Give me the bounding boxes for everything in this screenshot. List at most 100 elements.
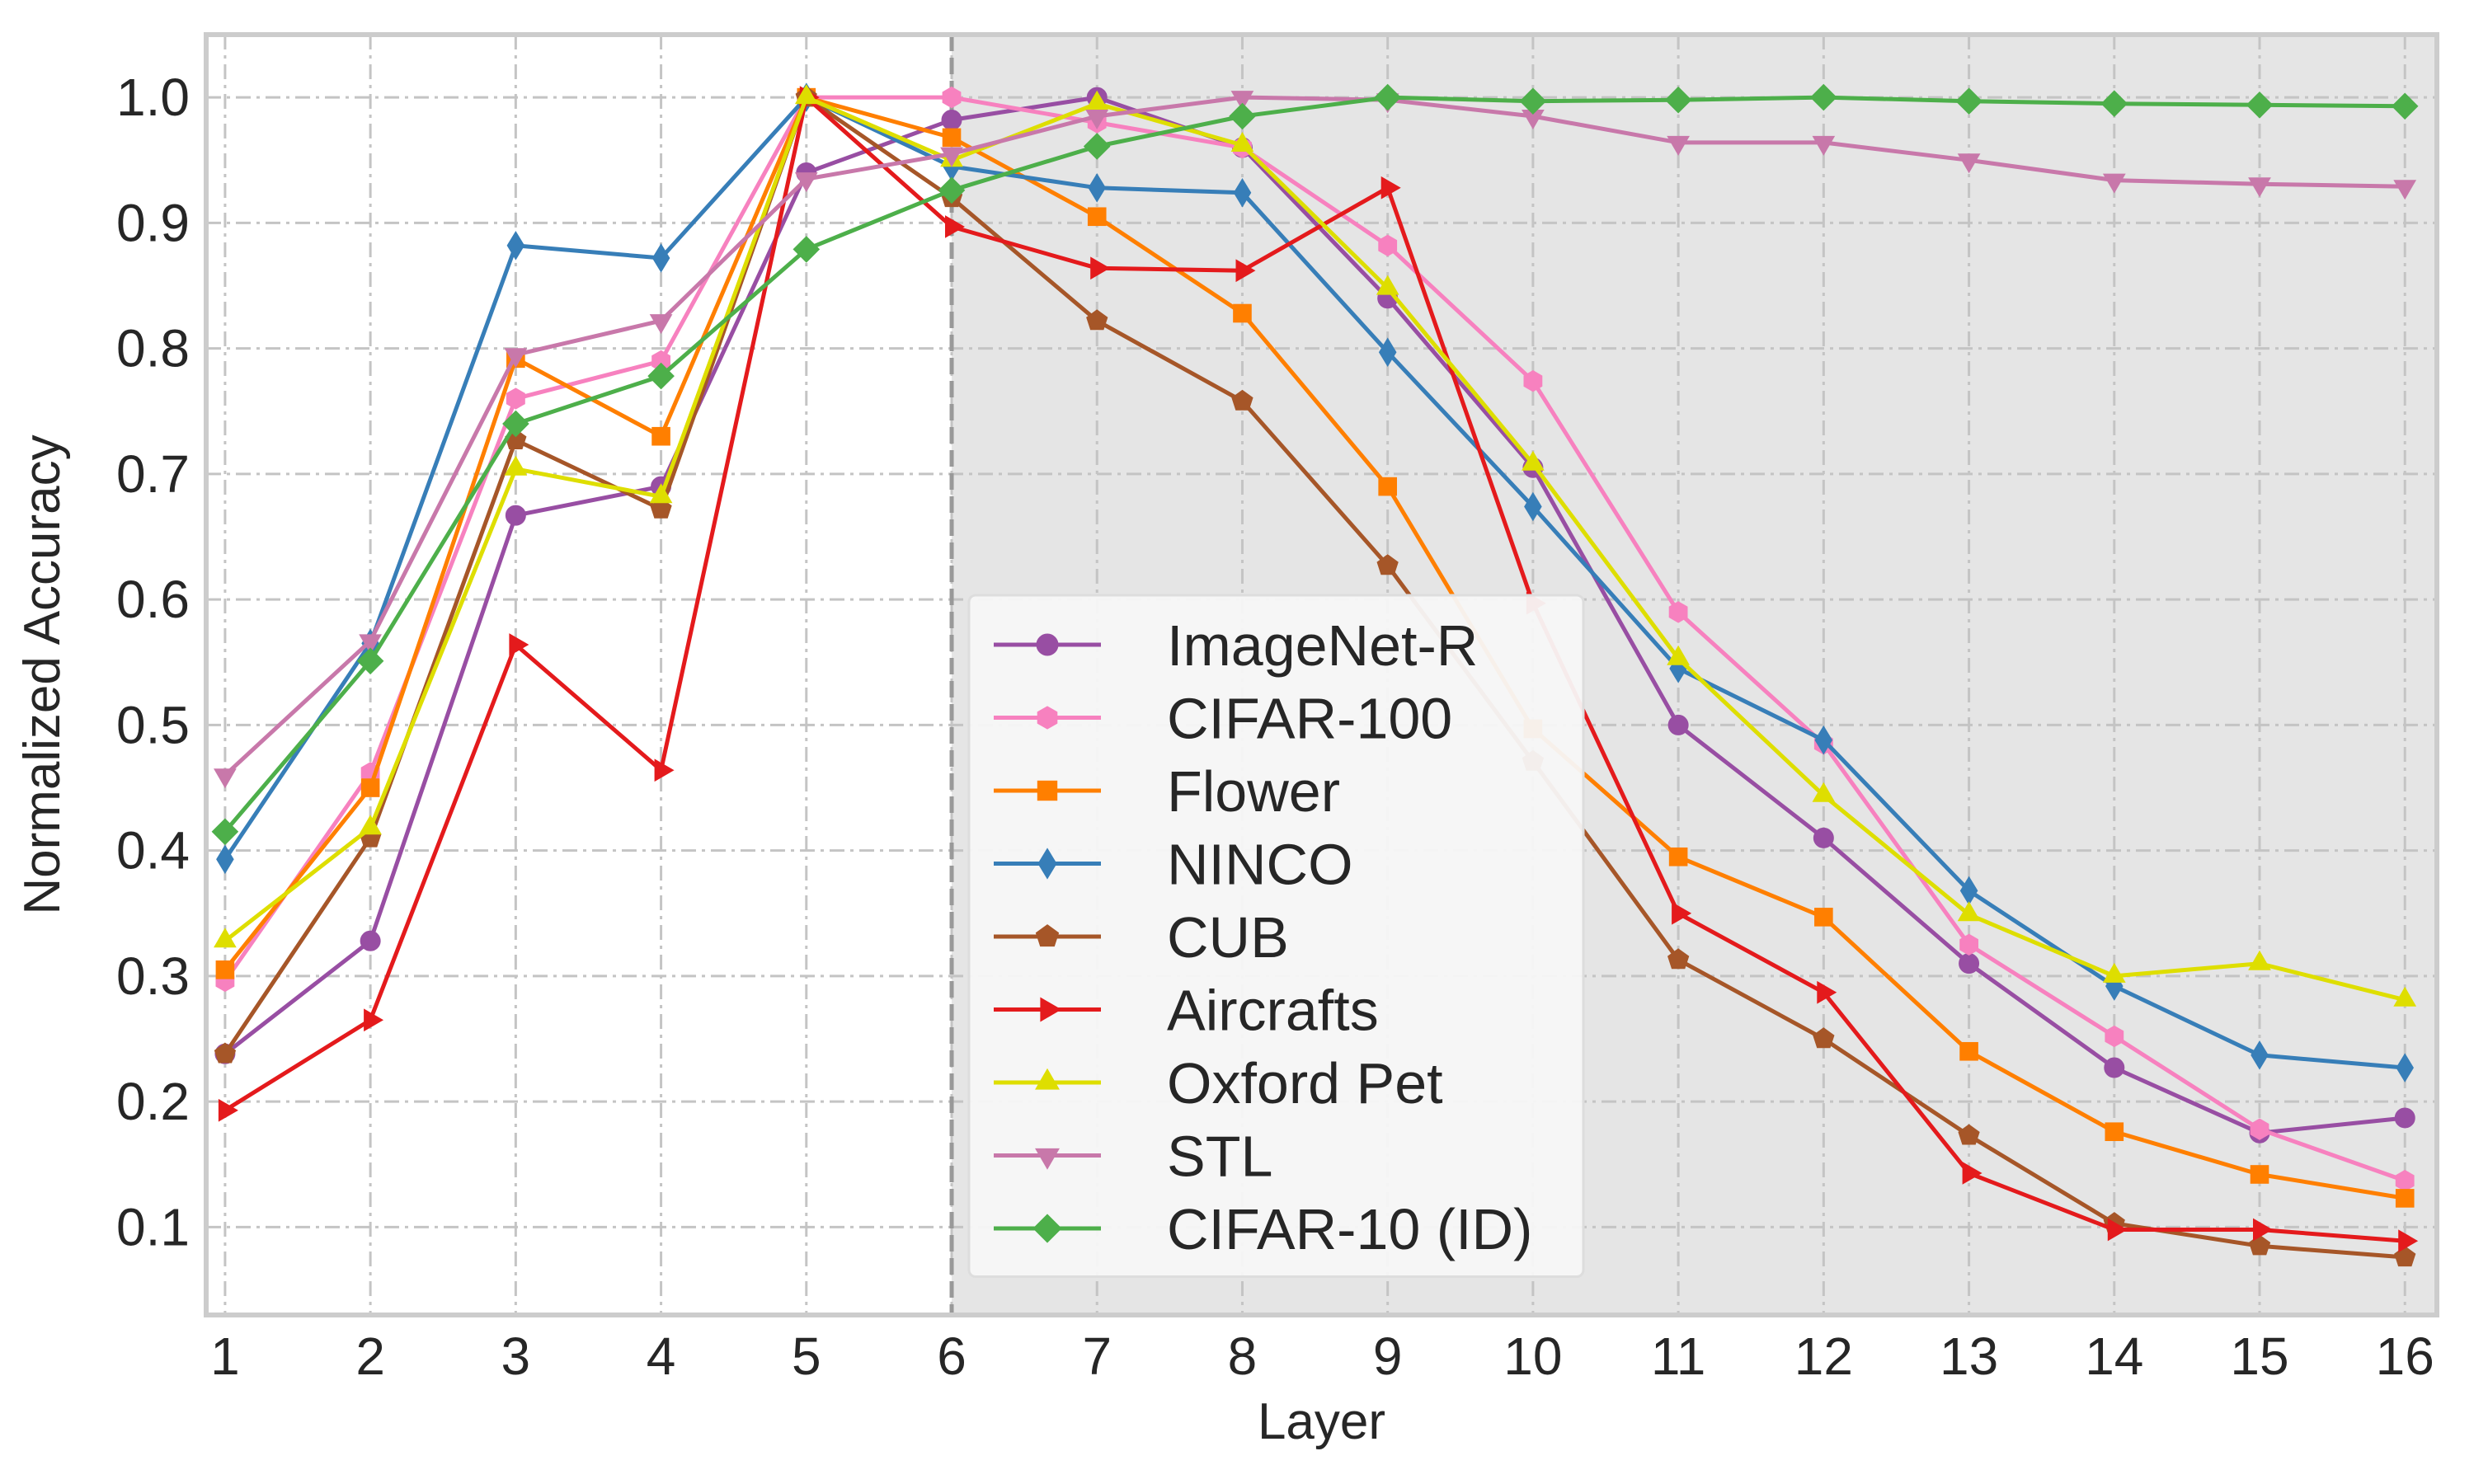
data-point: [1667, 645, 1690, 665]
legend-marker: [1032, 1214, 1062, 1243]
data-point: [1814, 725, 1833, 755]
legend-label: Aircrafts: [1167, 979, 1379, 1043]
data-point: [2107, 1218, 2128, 1242]
series-line: [223, 95, 2406, 1003]
plot-frame: [204, 32, 2439, 1317]
data-point: [2393, 180, 2417, 200]
data-point: [1957, 901, 1981, 922]
legend-entry: NINCO: [994, 833, 1353, 897]
legend-box: [967, 594, 1585, 1278]
data-point: [1230, 91, 1254, 111]
legend-label: Oxford Pet: [1167, 1051, 1443, 1115]
x-tick-label: 2: [355, 1327, 385, 1386]
data-point: [1959, 953, 1980, 974]
data-point: [506, 231, 525, 261]
series-cifar-10-id: [211, 83, 2419, 846]
data-point: [504, 455, 528, 476]
y-tick-label: 0.2: [116, 1072, 190, 1131]
x-tick-label: 5: [792, 1327, 821, 1386]
data-point: [1664, 86, 1692, 114]
legend-marker: [1037, 848, 1057, 880]
data-point: [1667, 714, 1689, 735]
data-point: [1378, 234, 1398, 256]
legend-entry: CUB: [994, 905, 1289, 970]
data-point: [2102, 173, 2126, 194]
data-point: [2250, 1118, 2269, 1140]
data-point: [2105, 1122, 2124, 1142]
data-point: [2250, 1165, 2269, 1184]
x-tick-label: 10: [1503, 1327, 1562, 1386]
data-point: [2248, 177, 2271, 198]
data-point: [2104, 1057, 2125, 1078]
series-line: [223, 95, 2406, 1070]
x-tick-label: 7: [1082, 1327, 1112, 1386]
y-tick-label: 0.1: [116, 1197, 190, 1256]
y-tick-label: 0.3: [116, 946, 190, 1006]
x-tick-label: 16: [2376, 1327, 2434, 1386]
data-point: [942, 128, 962, 148]
data-point: [1090, 256, 1111, 280]
data-point: [793, 236, 821, 263]
data-point: [1378, 477, 1397, 496]
legend-label: CUB: [1167, 905, 1289, 970]
data-point: [1087, 207, 1107, 227]
legend-marker: [1040, 997, 1062, 1022]
series-stl: [214, 91, 2417, 789]
legend-label: NINCO: [1167, 833, 1353, 897]
data-point: [2396, 1053, 2414, 1082]
data-point: [1523, 370, 1543, 392]
data-point: [945, 215, 966, 238]
x-tick-label: 9: [1373, 1327, 1403, 1386]
data-point: [1812, 782, 1836, 802]
data-point: [1813, 827, 1834, 848]
data-point: [938, 176, 966, 204]
data-point: [1958, 1124, 1980, 1145]
legend-label: CIFAR-10 (ID): [1167, 1197, 1532, 1261]
data-point: [509, 633, 529, 656]
data-point: [214, 928, 237, 948]
data-point: [1668, 601, 1688, 623]
tick-labels: 0.10.20.30.40.50.60.70.80.91.01 2 3 4 5 6 7 8 9 1…: [116, 68, 2434, 1386]
data-point: [2100, 90, 2128, 118]
legend-entry: STL: [994, 1125, 1272, 1189]
x-tick-label: 6: [937, 1327, 967, 1386]
legend-label: ImageNet-R: [1167, 613, 1478, 678]
data-point: [794, 172, 818, 193]
legend: ImageNet-R CIFAR-100 Flower NINCO CUB Aircraf…: [967, 594, 1585, 1278]
x-tick-label: 11: [1651, 1327, 1705, 1386]
legend-entry: Aircrafts: [994, 979, 1379, 1043]
data-point: [1230, 131, 1254, 152]
data-point: [1235, 259, 1256, 283]
x-axis-label: Layer: [1258, 1393, 1385, 1450]
data-point: [1376, 275, 1399, 295]
legend-marker: [1037, 706, 1058, 730]
axes-frame: [204, 32, 2439, 1317]
data-point: [1812, 135, 1836, 156]
legend-entry: CIFAR-100: [994, 687, 1452, 751]
legend-entry: ImageNet-R: [994, 613, 1478, 678]
data-point: [1374, 83, 1402, 111]
data-point: [2395, 1189, 2415, 1208]
data-point: [505, 505, 526, 526]
legend-entry: Flower: [994, 759, 1340, 824]
data-point: [1376, 554, 1399, 575]
data-point: [2105, 1025, 2124, 1048]
data-point: [1809, 83, 1837, 111]
legend-marker: [1036, 633, 1059, 656]
x-tick-label: 13: [1940, 1327, 1998, 1386]
data-point: [794, 84, 818, 105]
data-point: [506, 387, 525, 410]
y-tick-label: 0.8: [116, 319, 190, 378]
x-tick-label: 4: [647, 1327, 676, 1386]
data-point: [1083, 133, 1111, 160]
data-point: [2251, 1040, 2269, 1070]
data-point: [2102, 962, 2126, 983]
legend-marker: [1035, 1068, 1060, 1090]
data-point: [941, 110, 962, 131]
data-point: [1233, 178, 1252, 208]
series-line: [223, 95, 2406, 1260]
y-tick-label: 0.7: [116, 444, 190, 504]
data-point: [651, 426, 670, 446]
data-point: [214, 768, 237, 789]
x-tick-label: 12: [1794, 1327, 1853, 1386]
